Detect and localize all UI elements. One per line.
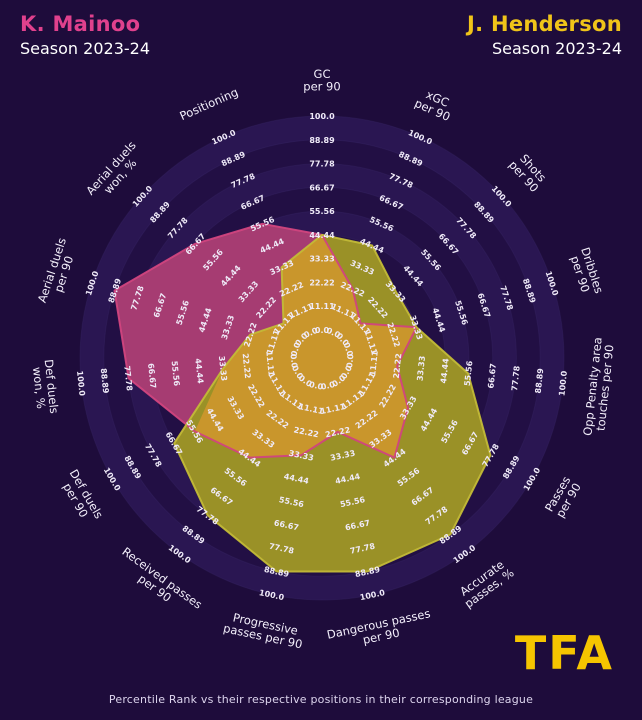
ring-tick-label: 55.56 [309, 207, 335, 216]
ring-tick-label: 33.33 [217, 355, 229, 381]
series-outline-mainoo [113, 222, 418, 459]
ring-tick-label: 100.0 [557, 370, 569, 397]
ring-tick-label: 11.11 [309, 302, 335, 311]
ring-tick-label: 33.33 [415, 355, 427, 381]
ring-outline [103, 139, 541, 577]
ring-tick-label: 66.67 [486, 363, 498, 389]
ring-tick-label: 100.0 [309, 112, 335, 121]
ring-tick-label: 0.0 [308, 380, 324, 392]
series-overlap-fill [194, 234, 417, 458]
ring-tick-label: 0.0 [315, 326, 330, 335]
ring-tick-label: 88.89 [309, 136, 335, 145]
ring-tick-label: 77.78 [510, 365, 522, 392]
ring-tick-label: 44.44 [193, 358, 205, 385]
ring-tick-label: 22.22 [392, 353, 404, 379]
axis-label: Def duelswon, % [29, 359, 61, 416]
ring-tick-label: 77.78 [309, 160, 335, 169]
ring-tick-label: 22.22 [309, 278, 334, 287]
ring-tick-label: 0.0 [289, 341, 302, 358]
ring-tick-label: 0.0 [342, 341, 355, 358]
ring-tick-label: 44.44 [439, 357, 451, 384]
ring-tick-label: 0.0 [288, 353, 298, 368]
player-right-season: Season 2023-24 [491, 39, 622, 58]
ring-tick-label: 88.89 [534, 367, 546, 394]
ring-tick-label: 66.67 [309, 183, 334, 192]
ring-outline [79, 115, 565, 601]
ring-tick-label: 0.0 [320, 380, 336, 392]
ring-tick-label: 0.0 [345, 353, 355, 368]
ring-tick-label: 11.11 [264, 350, 276, 377]
player-left-season: Season 2023-24 [20, 39, 151, 58]
axis-label: GC per 90 [303, 67, 340, 94]
ring-tick-label: 11.11 [368, 350, 380, 377]
player-right-name: J. Henderson [467, 12, 622, 36]
player-left-name: K. Mainoo [20, 12, 141, 36]
player-left-header: K. Mainoo Season 2023-24 [20, 12, 150, 58]
tfa-logo: TFA [514, 626, 614, 680]
ring-tick-label: 100.0 [75, 370, 87, 397]
player-right-header: J. Henderson Season 2023-24 [467, 12, 622, 58]
series-outline-henderson [173, 233, 492, 573]
ring-tick-label: 77.78 [122, 365, 134, 392]
ring-tick-label: 66.67 [146, 363, 158, 389]
ring-tick-label: 55.56 [463, 360, 475, 387]
ring-tick-label: 55.56 [170, 360, 182, 387]
ring-tick-label: 88.89 [99, 368, 111, 395]
ring-tick-label: 44.44 [309, 231, 335, 240]
footer-caption: Percentile Rank vs their respective posi… [108, 693, 534, 706]
series-polygons [113, 222, 492, 573]
ring-tick-label: 33.33 [309, 255, 334, 264]
ring-tick-label: 22.22 [241, 353, 253, 379]
